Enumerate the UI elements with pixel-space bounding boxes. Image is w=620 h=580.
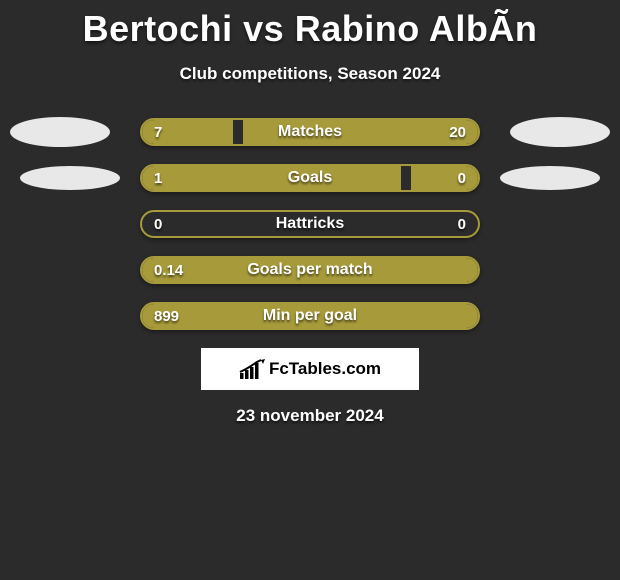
stat-row: Matches720 [0,118,620,146]
bar-fill [142,304,478,328]
bar-fill-right [243,120,478,144]
stat-bar: Min per goal899 [140,302,480,330]
subtitle: Club competitions, Season 2024 [0,64,620,84]
stat-row: Hattricks0 0 [0,210,620,238]
bar-fill [142,258,478,282]
bar-fill-right [411,166,478,190]
page-title: Bertochi vs Rabino AlbÃ­n [0,0,620,50]
bar-fill-left [142,166,401,190]
player-ellipse-right [510,117,610,147]
chart-growth-icon [239,359,265,379]
player-ellipse-left [20,166,120,190]
brand-name: FcTables.com [269,359,381,379]
stat-bar: Goals10 [140,164,480,192]
generated-date: 23 november 2024 [0,406,620,426]
comparison-chart: Matches720 Goals10 Hattricks0 0 Goals per ma… [0,118,620,330]
bar-fill-left [142,120,233,144]
player-ellipse-right [500,166,600,190]
stat-label: Hattricks [142,212,478,236]
stat-bar: Hattricks0 0 [140,210,480,238]
stat-bar: Matches720 [140,118,480,146]
player-ellipse-left [10,117,110,147]
stat-bar: Goals per match0.14 [140,256,480,284]
stat-value-left: 0 [154,212,162,236]
stat-value-right: 0 [458,212,466,236]
brand-footer: FcTables.com [201,348,419,390]
stat-row: Goals per match0.14 [0,256,620,284]
stat-row: Min per goal899 [0,302,620,330]
stat-row: Goals10 [0,164,620,192]
